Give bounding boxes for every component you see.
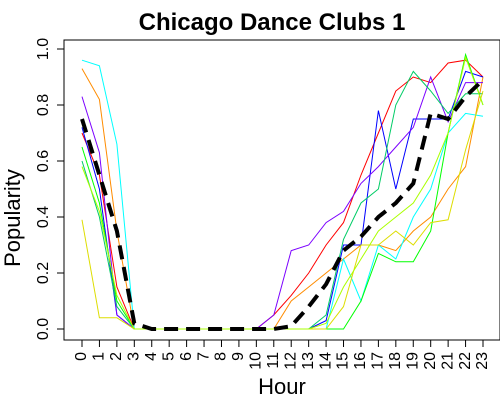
x-tick-label: 0 — [73, 352, 90, 361]
x-tick-label: 12 — [282, 352, 299, 370]
y-tick-label: 0.4 — [35, 206, 52, 228]
x-axis-label: Hour — [258, 374, 306, 399]
y-tick-label: 0.2 — [35, 262, 52, 284]
x-tick-label: 4 — [143, 352, 160, 361]
x-tick-label: 9 — [230, 352, 247, 361]
x-tick-label: 13 — [300, 352, 317, 370]
x-tick-label: 21 — [439, 352, 456, 370]
x-tick-label: 22 — [457, 352, 474, 370]
y-axis-label: Popularity — [0, 169, 25, 267]
x-tick-label: 15 — [335, 352, 352, 370]
x-tick-label: 3 — [126, 352, 143, 361]
series-line-7 — [82, 71, 483, 329]
series-line-4 — [82, 71, 483, 329]
series-layer — [82, 55, 483, 329]
x-tick-label: 6 — [178, 352, 195, 361]
x-tick-label: 1 — [91, 352, 108, 361]
x-tick-label: 11 — [265, 352, 282, 369]
series-line-9 — [82, 57, 483, 329]
y-tick-label: 0.0 — [35, 318, 52, 340]
y-tick-label: 0.6 — [35, 150, 52, 172]
x-tick-label: 17 — [370, 352, 387, 370]
series-line-8 — [82, 91, 483, 329]
x-tick-label: 10 — [248, 352, 265, 370]
chart-title: Chicago Dance Clubs 1 — [139, 9, 406, 36]
x-tick-label: 18 — [387, 352, 404, 370]
x-tick-label: 5 — [160, 352, 177, 361]
mean-layer — [82, 80, 483, 329]
x-tick-label: 8 — [213, 352, 230, 361]
x-tick-label: 20 — [422, 352, 439, 370]
y-axis: 0.0 0.2 0.4 0.6 0.8 1.0 — [35, 38, 64, 340]
x-tick-label: 7 — [195, 352, 212, 361]
series-line-2 — [82, 69, 483, 329]
x-tick-label: 14 — [317, 352, 334, 370]
x-tick-label: 2 — [108, 352, 125, 361]
x-tick-label: 19 — [404, 352, 421, 370]
x-axis: 0 1 2 3 4 5 6 7 8 9 10 11 12 13 14 15 16 17 18 19 20 21 22 23 — [73, 340, 491, 370]
x-tick-label: 23 — [474, 352, 491, 370]
x-tick-label: 16 — [352, 352, 369, 370]
y-tick-label: 1.0 — [35, 38, 52, 60]
mean-line — [82, 80, 483, 329]
series-line-5 — [82, 77, 483, 329]
y-tick-label: 0.8 — [35, 94, 52, 116]
series-line-6 — [82, 55, 483, 329]
